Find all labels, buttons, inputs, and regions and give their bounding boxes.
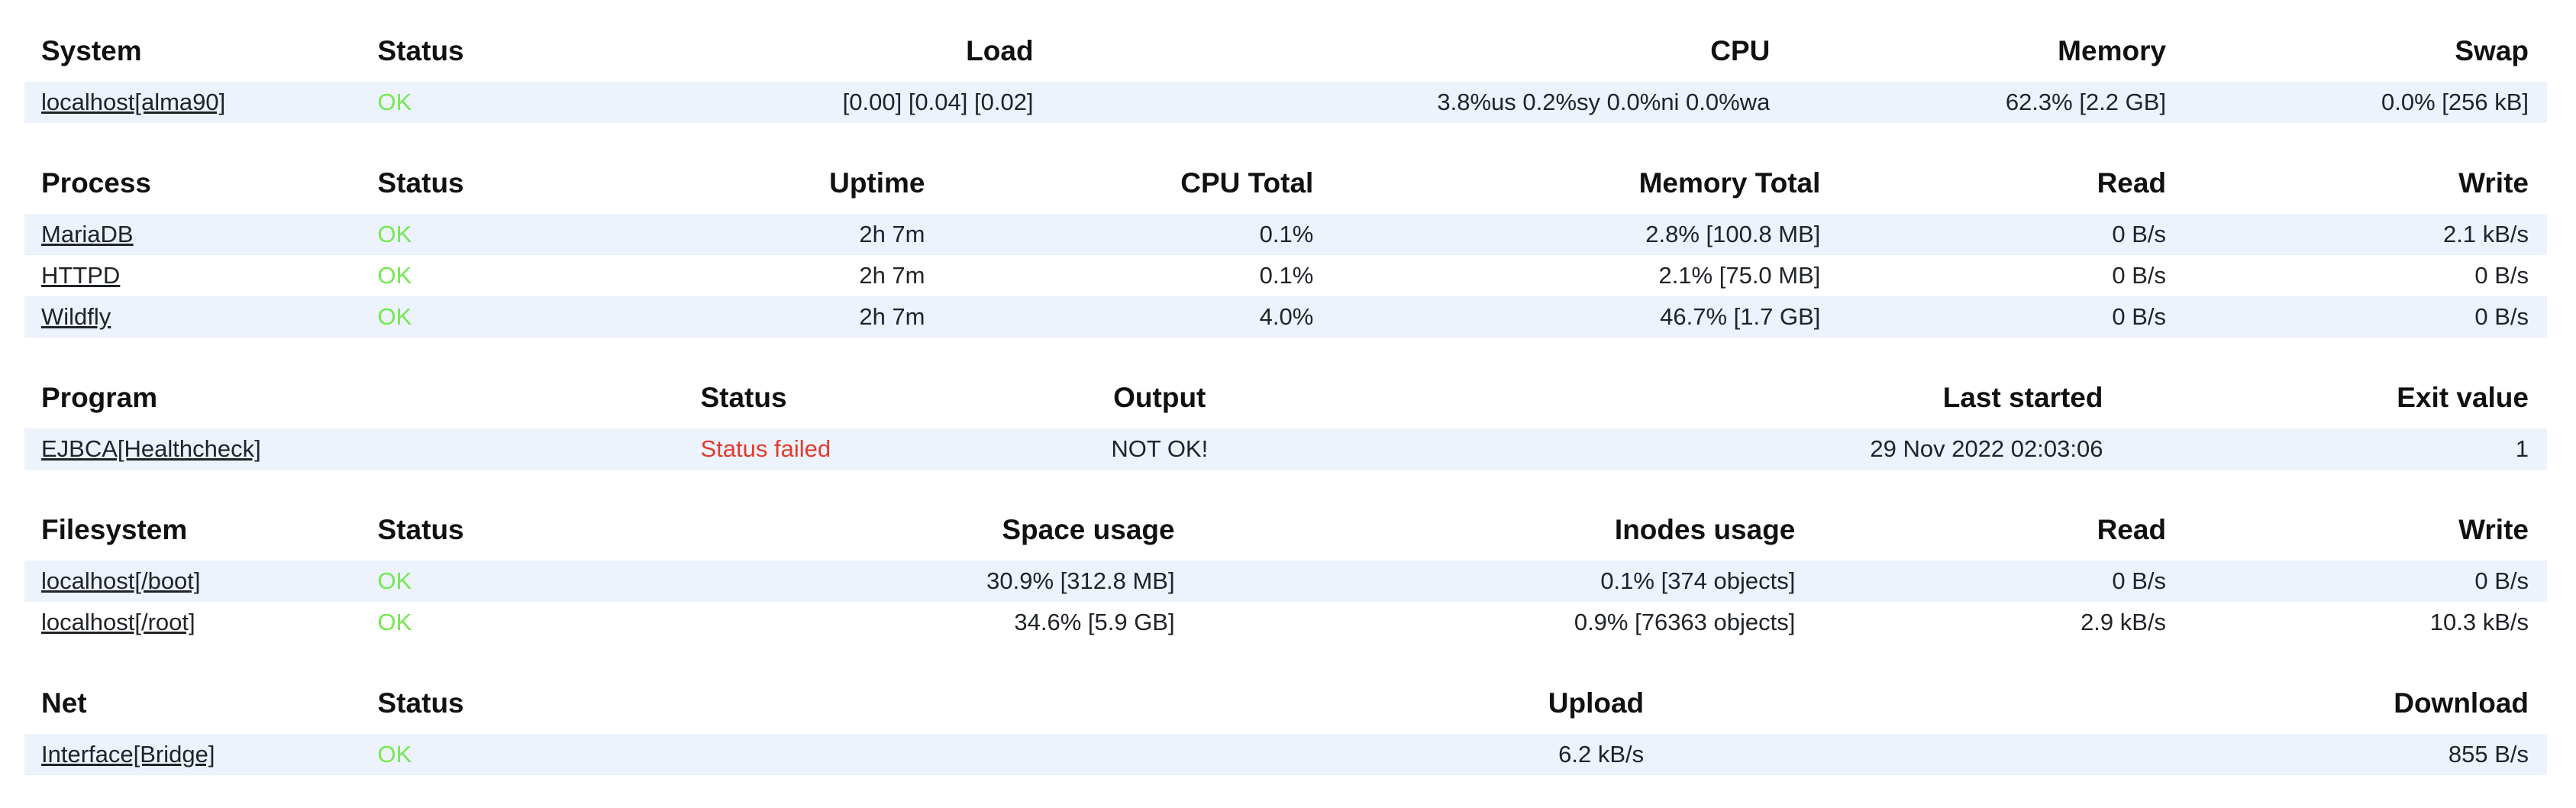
column-header-cpu: CPU (1710, 37, 1771, 66)
program-header-row: Program Status Output Last started Exit … (24, 383, 2547, 428)
read-value: 0 B/s (2112, 303, 2167, 330)
process-table-title: Process (41, 169, 151, 199)
uptime-value: 2h 7m (859, 303, 925, 330)
uptime-value: 2h 7m (859, 262, 925, 289)
column-header-download: Download (2394, 689, 2529, 719)
service-link-interface-bridge[interactable]: Interface[Bridge] (41, 741, 215, 768)
column-header-uptime: Uptime (829, 169, 925, 199)
cpu-total-value: 4.0% (1259, 303, 1314, 330)
column-header-exit-value: Exit value (2397, 383, 2529, 413)
status-badge: OK (377, 741, 412, 768)
status-badge: OK (377, 262, 412, 289)
write-value: 0 B/s (2474, 262, 2529, 289)
service-link-ejbca-healthcheck[interactable]: EJBCA[Healthcheck] (41, 435, 261, 462)
output-value: NOT OK! (1111, 435, 1209, 462)
cpu-total-value: 0.1% (1259, 262, 1314, 289)
column-header-write: Write (2458, 169, 2529, 199)
status-badge: OK (377, 567, 412, 594)
swap-value: 0.0% [256 kB] (2381, 89, 2529, 115)
download-value: 855 B/s (2448, 741, 2529, 768)
system-header-row: System Status Load CPU Memory Swap (24, 37, 2547, 82)
process-header-row: Process Status Uptime CPU Total Memory T… (24, 169, 2547, 214)
read-value: 2.9 kB/s (2080, 609, 2167, 635)
service-link-localhost-alma90[interactable]: localhost[alma90] (41, 89, 226, 115)
status-badge: OK (377, 221, 412, 247)
read-value: 0 B/s (2112, 262, 2167, 289)
table-row: Interface[Bridge] OK 6.2 kB/s 855 B/s (24, 734, 2547, 775)
write-value: 0 B/s (2474, 567, 2529, 594)
status-badge-failed: Status failed (700, 435, 831, 462)
column-header-read: Read (2097, 516, 2167, 545)
memory-total-value: 2.8% [100.8 MB] (1645, 221, 1821, 247)
column-header-upload: Upload (1548, 689, 1645, 719)
space-usage-value: 34.6% [5.9 GB] (1014, 609, 1175, 635)
program-table-title: Program (41, 383, 158, 413)
cpu-value: 3.8%us 0.2%sy 0.0%ni 0.0%wa (1437, 89, 1771, 115)
column-header-status: Status (377, 516, 464, 545)
read-value: 0 B/s (2112, 567, 2167, 594)
exit-value: 1 (2515, 435, 2529, 462)
net-table: Net Status Upload Download Interface[Bri… (24, 689, 2547, 775)
system-table-title: System (41, 37, 142, 66)
table-row: localhost[/boot] OK 30.9% [312.8 MB] 0.1… (24, 561, 2547, 602)
table-row: localhost[alma90] OK [0.00] [0.04] [0.02… (24, 82, 2547, 123)
column-header-memory: Memory (2058, 37, 2167, 66)
column-header-space-usage: Space usage (1002, 516, 1175, 545)
filesystem-table: Filesystem Status Space usage Inodes usa… (24, 516, 2547, 643)
write-value: 2.1 kB/s (2443, 221, 2529, 247)
column-header-status: Status (377, 37, 464, 66)
column-header-last-started: Last started (1942, 383, 2103, 413)
column-header-output: Output (1113, 383, 1206, 413)
column-header-status: Status (377, 169, 464, 199)
column-header-swap: Swap (2455, 37, 2529, 66)
memory-value: 62.3% [2.2 GB] (2005, 89, 2167, 115)
service-link-localhost-root[interactable]: localhost[/root] (41, 609, 195, 635)
column-header-inodes-usage: Inodes usage (1614, 516, 1796, 545)
inodes-usage-value: 0.9% [76363 objects] (1574, 609, 1796, 635)
column-header-status: Status (700, 383, 787, 413)
service-link-httpd[interactable]: HTTPD (41, 262, 121, 289)
service-link-localhost-boot[interactable]: localhost[/boot] (41, 567, 201, 594)
column-header-read: Read (2097, 169, 2167, 199)
last-started-value: 29 Nov 2022 02:03:06 (1870, 435, 2103, 462)
inodes-usage-value: 0.1% [374 objects] (1600, 567, 1796, 594)
status-badge: OK (377, 89, 412, 115)
table-row: MariaDB OK 2h 7m 0.1% 2.8% [100.8 MB] 0 … (24, 214, 2547, 255)
upload-value: 6.2 kB/s (1558, 741, 1645, 768)
status-badge: OK (377, 609, 412, 635)
system-table: System Status Load CPU Memory Swap local… (24, 37, 2547, 123)
write-value: 10.3 kB/s (2429, 609, 2529, 635)
memory-total-value: 46.7% [1.7 GB] (1660, 303, 1821, 330)
filesystem-header-row: Filesystem Status Space usage Inodes usa… (24, 516, 2547, 561)
process-table: Process Status Uptime CPU Total Memory T… (24, 169, 2547, 338)
column-header-load: Load (966, 37, 1034, 66)
column-header-status: Status (377, 689, 464, 719)
service-link-mariadb[interactable]: MariaDB (41, 221, 134, 247)
program-table: Program Status Output Last started Exit … (24, 383, 2547, 470)
table-row: Wildfly OK 2h 7m 4.0% 46.7% [1.7 GB] 0 B… (24, 296, 2547, 338)
column-header-memory-total: Memory Total (1638, 169, 1821, 199)
cpu-total-value: 0.1% (1259, 221, 1314, 247)
space-usage-value: 30.9% [312.8 MB] (986, 567, 1175, 594)
column-header-write: Write (2458, 516, 2529, 545)
table-row: EJBCA[Healthcheck] Status failed NOT OK!… (24, 428, 2547, 470)
write-value: 0 B/s (2474, 303, 2529, 330)
filesystem-table-title: Filesystem (41, 516, 188, 545)
table-row: HTTPD OK 2h 7m 0.1% 2.1% [75.0 MB] 0 B/s… (24, 255, 2547, 296)
read-value: 0 B/s (2112, 221, 2167, 247)
service-link-wildfly[interactable]: Wildfly (41, 303, 111, 330)
table-row: localhost[/root] OK 34.6% [5.9 GB] 0.9% … (24, 602, 2547, 643)
uptime-value: 2h 7m (859, 221, 925, 247)
net-header-row: Net Status Upload Download (24, 689, 2547, 734)
load-value: [0.00] [0.04] [0.02] (842, 89, 1034, 115)
memory-total-value: 2.1% [75.0 MB] (1658, 262, 1821, 289)
status-badge: OK (377, 303, 412, 330)
column-header-cpu-total: CPU Total (1180, 169, 1314, 199)
net-table-title: Net (41, 689, 87, 719)
